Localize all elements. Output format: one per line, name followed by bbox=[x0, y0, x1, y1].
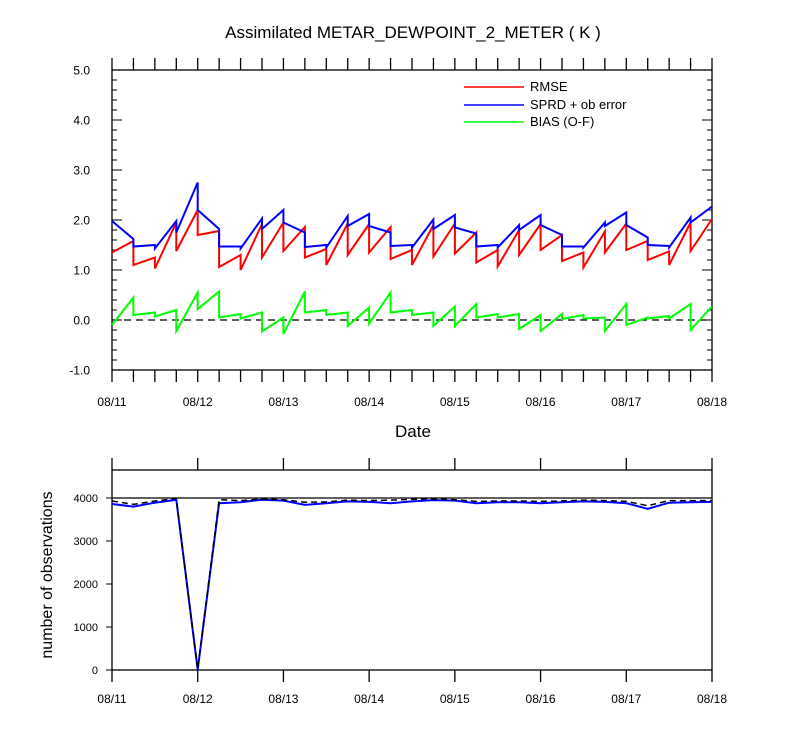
chart-title: Assimilated METAR_DEWPOINT_2_METER ( K ) bbox=[225, 23, 601, 42]
top-x-tick-label: 08/13 bbox=[268, 395, 298, 409]
top-x-tick-label: 08/12 bbox=[183, 395, 213, 409]
bottom-x-tick-label: 08/14 bbox=[354, 692, 384, 706]
series-line-sprd bbox=[111, 182, 713, 252]
top-panel: Assimilated METAR_DEWPOINT_2_METER ( K )… bbox=[69, 23, 727, 441]
y-axis-label: number of observations bbox=[39, 491, 56, 658]
top-x-tick-label: 08/17 bbox=[611, 395, 641, 409]
top-series-group bbox=[111, 182, 713, 335]
bottom-x-tick-label: 08/13 bbox=[268, 692, 298, 706]
bottom-x-tick-label: 08/16 bbox=[526, 692, 556, 706]
top-x-tick-label: 08/16 bbox=[526, 395, 556, 409]
bottom-y-tick-label: 1000 bbox=[74, 622, 98, 634]
series-line-bias bbox=[111, 288, 713, 335]
series-line-rmse bbox=[111, 209, 713, 272]
obs-assimilated-line bbox=[111, 498, 713, 670]
legend: RMSE SPRD + ob error BIAS (O-F) bbox=[464, 79, 627, 129]
bottom-x-tick-label: 08/17 bbox=[611, 692, 641, 706]
legend-label-bias: BIAS (O-F) bbox=[530, 114, 594, 129]
bottom-y-tick-label: 0 bbox=[92, 665, 98, 677]
top-x-tick-label: 08/15 bbox=[440, 395, 470, 409]
top-x-tick-labels: 08/11 08/12 08/13 08/14 08/15 08/16 08/17 08/18 bbox=[97, 395, 727, 409]
top-ticks bbox=[111, 58, 713, 382]
x-axis-label: Date bbox=[395, 422, 431, 441]
top-x-tick-label: 08/11 bbox=[97, 395, 126, 409]
bottom-x-tick-label: 08/12 bbox=[183, 692, 213, 706]
top-plot-frame bbox=[111, 69, 713, 371]
top-y-tick-label: 1.0 bbox=[73, 264, 90, 278]
bottom-y-tick-label: 2000 bbox=[74, 579, 98, 591]
top-y-tick-label: 2.0 bbox=[73, 214, 90, 228]
bottom-y-tick-label: 3000 bbox=[74, 536, 98, 548]
bottom-y-tick-labels: 0 1000 2000 3000 4000 bbox=[74, 493, 98, 677]
bottom-plot-frame bbox=[111, 469, 713, 671]
obs-possible-line bbox=[111, 497, 712, 670]
bottom-series-group bbox=[111, 497, 713, 670]
top-y-tick-label: 4.0 bbox=[73, 114, 90, 128]
top-x-tick-label: 08/18 bbox=[697, 395, 727, 409]
top-x-tick-label: 08/14 bbox=[354, 395, 384, 409]
top-y-tick-label: 0.0 bbox=[73, 314, 90, 328]
top-y-tick-label: -1.0 bbox=[69, 364, 90, 378]
top-y-tick-labels: -1.0 0.0 1.0 2.0 3.0 4.0 5.0 bbox=[69, 64, 90, 378]
top-y-tick-label: 5.0 bbox=[73, 64, 90, 78]
legend-label-sprd: SPRD + ob error bbox=[530, 97, 627, 112]
legend-label-rmse: RMSE bbox=[530, 79, 568, 94]
bottom-x-tick-label: 08/15 bbox=[440, 692, 470, 706]
bottom-y-tick-label: 4000 bbox=[74, 493, 98, 505]
bottom-x-tick-labels: 08/11 08/12 08/13 08/14 08/15 08/16 08/17 08/18 bbox=[97, 692, 727, 706]
top-y-tick-label: 3.0 bbox=[73, 164, 90, 178]
bottom-ticks bbox=[106, 458, 713, 682]
bottom-x-tick-label: 08/11 bbox=[97, 692, 126, 706]
bottom-x-tick-label: 08/18 bbox=[697, 692, 727, 706]
